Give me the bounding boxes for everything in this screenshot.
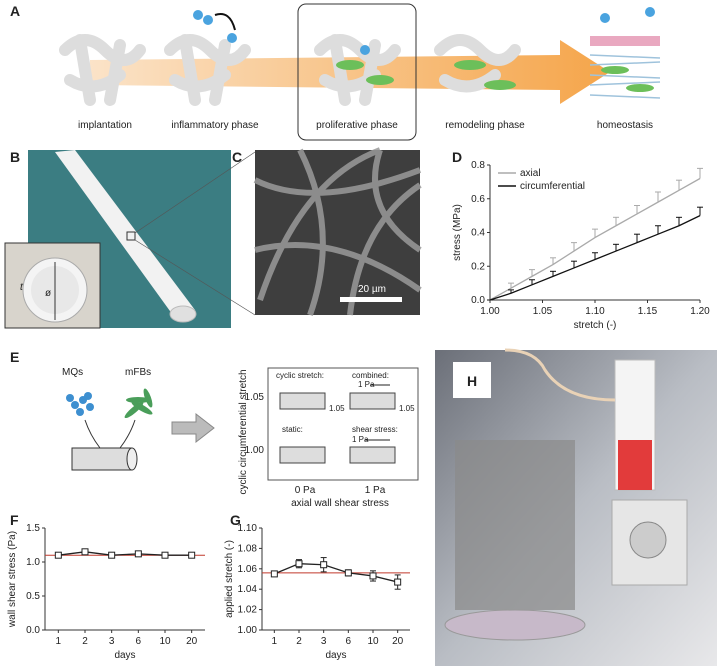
tick-label: 1.00 <box>245 445 265 456</box>
marker <box>134 550 142 558</box>
y-tick-label: 0.8 <box>471 160 485 171</box>
stage-labels: implantation inflammatory phase prolifer… <box>78 120 653 131</box>
y-tick-label: 1.00 <box>238 625 258 636</box>
marker <box>108 551 116 559</box>
panel-c: C 20 µm <box>134 147 422 316</box>
stage-label: remodeling phase <box>445 120 525 131</box>
x-tick-label: 20 <box>392 636 404 647</box>
x-tick-label: 1.20 <box>690 306 710 317</box>
y-tick-label: 0.6 <box>471 194 485 205</box>
panel-label: C <box>232 149 242 165</box>
panel-label: G <box>230 512 241 528</box>
y-tick-label: 1.5 <box>26 523 40 534</box>
diameter-label: ø <box>45 288 51 299</box>
condition-label: cyclic stretch: <box>276 371 324 380</box>
y-tick-label: 1.06 <box>238 564 258 575</box>
marker <box>320 561 328 569</box>
x-tick-label: 10 <box>159 636 171 647</box>
cell-label: MQs <box>62 367 83 378</box>
y-tick-label: 1.02 <box>238 605 258 616</box>
y-axis-label: applied stretch (-) <box>224 540 235 618</box>
panel-b: B t ø <box>4 149 231 329</box>
x-axis-label: stretch (-) <box>574 320 617 331</box>
series-line <box>274 563 398 583</box>
marker <box>270 570 278 578</box>
highlight-box <box>297 3 417 141</box>
x-tick-label: 1 <box>56 636 62 647</box>
panel-label: E <box>10 349 19 365</box>
x-tick-label: 6 <box>346 636 352 647</box>
y-axis-label: wall shear stress (Pa) <box>7 531 18 628</box>
y-tick-label: 0.0 <box>471 295 485 306</box>
x-tick-label: 3 <box>321 636 327 647</box>
x-tick-label: 1.00 <box>480 306 500 317</box>
x-tick-label: 1 <box>272 636 278 647</box>
y-tick-label: 0.5 <box>26 591 40 602</box>
tick-label: 1.05 <box>245 392 265 403</box>
y-tick-label: 1.0 <box>26 557 40 568</box>
stage-label: proliferative phase <box>316 120 398 131</box>
marker <box>161 551 169 559</box>
panel-h: H <box>435 348 717 666</box>
marker <box>369 572 377 580</box>
shear-note: 1 Pa <box>358 380 375 389</box>
marker <box>54 551 62 559</box>
panel-label: H <box>467 373 477 389</box>
shear-note: 1 Pa <box>352 435 369 444</box>
x-tick-label: 1.15 <box>638 306 658 317</box>
x-tick-label: 6 <box>136 636 142 647</box>
stretch-note: 1.05 <box>399 404 415 413</box>
y-tick-label: 0.4 <box>471 228 485 239</box>
y-tick-label: 1.08 <box>238 543 258 554</box>
series-line <box>58 551 192 556</box>
axis-label: cyclic circumferential stretch <box>238 369 249 494</box>
scale-bar-label: 20 µm <box>358 284 386 295</box>
axis-label: axial wall shear stress <box>291 498 389 509</box>
x-tick-label: 1.05 <box>533 306 553 317</box>
stage-label: implantation <box>78 120 132 131</box>
x-tick-label: 20 <box>186 636 198 647</box>
y-tick-label: 1.04 <box>238 584 258 595</box>
panel-label: B <box>10 149 20 165</box>
panel-e: E MQs mFBs cyclic circumferential stretc… <box>10 349 419 509</box>
x-axis-label: days <box>114 650 135 661</box>
stretch-note: 1.05 <box>329 404 345 413</box>
panel-label: A <box>10 3 20 19</box>
marker <box>81 548 89 556</box>
x-tick-label: 2 <box>82 636 88 647</box>
panel-a: A implantation inflammatory phase prolif… <box>10 3 661 141</box>
tick-label: 1 Pa <box>365 485 386 496</box>
thickness-label: t <box>20 282 24 293</box>
condition-label: combined: <box>352 371 389 380</box>
legend-label: axial <box>520 168 541 179</box>
marker <box>394 578 402 586</box>
panel-label: D <box>452 149 462 165</box>
x-tick-label: 10 <box>367 636 379 647</box>
condition-label: static: <box>282 425 303 434</box>
y-tick-label: 1.10 <box>238 523 258 534</box>
marker <box>344 569 352 577</box>
stage-label: inflammatory phase <box>171 120 259 131</box>
panel-label: F <box>10 512 19 528</box>
x-tick-label: 3 <box>109 636 115 647</box>
cell-label: mFBs <box>125 367 151 378</box>
marker <box>295 560 303 568</box>
x-axis-label: days <box>325 650 346 661</box>
legend-label: circumferential <box>520 181 585 192</box>
marker <box>188 551 196 559</box>
series-line <box>489 177 701 301</box>
cells <box>193 7 661 99</box>
y-axis-label: stress (MPa) <box>452 204 463 261</box>
stage-label: homeostasis <box>597 120 653 131</box>
condition-label: shear stress: <box>352 425 398 434</box>
y-tick-label: 0.0 <box>26 625 40 636</box>
tick-label: 0 Pa <box>295 485 316 496</box>
x-tick-label: 2 <box>296 636 302 647</box>
x-tick-label: 1.10 <box>585 306 605 317</box>
y-tick-label: 0.2 <box>471 261 485 272</box>
